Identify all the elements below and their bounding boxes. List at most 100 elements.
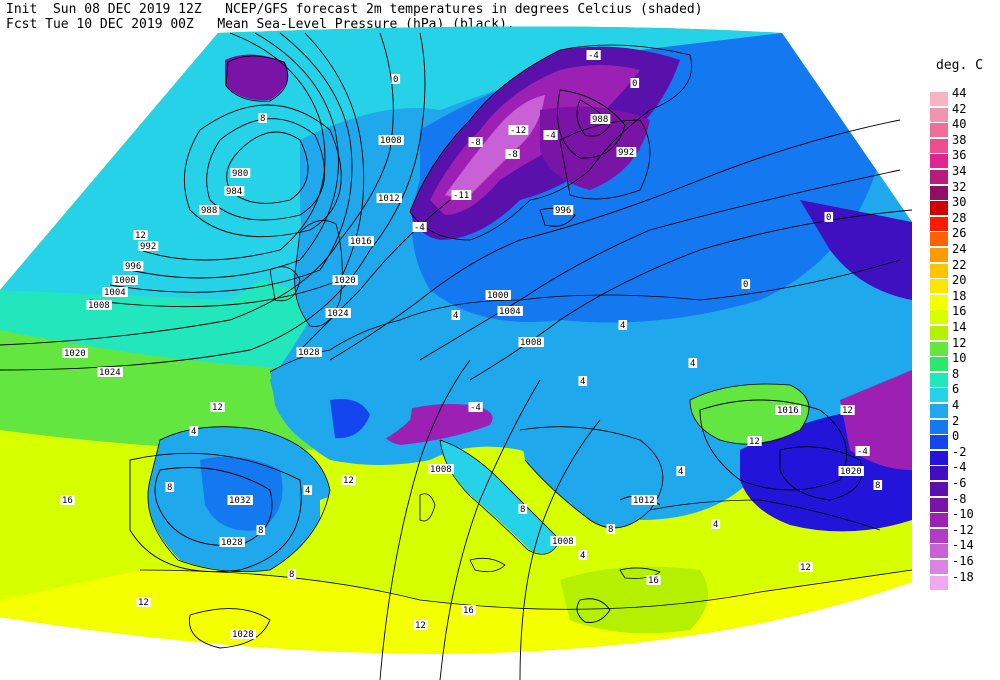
isobar-label: 992: [138, 241, 159, 252]
legend-swatch: [930, 357, 948, 372]
temperature-label: 4: [688, 358, 698, 369]
svg-text:1016: 1016: [777, 406, 799, 416]
svg-text:0: 0: [826, 213, 831, 223]
svg-text:1012: 1012: [633, 496, 655, 506]
temperature-label: 0: [824, 212, 834, 223]
svg-text:1004: 1004: [104, 288, 126, 298]
isobar-label: 1012: [631, 495, 657, 506]
legend-swatch: [930, 372, 948, 387]
svg-text:1032: 1032: [229, 496, 251, 506]
temperature-label: -4: [412, 222, 427, 233]
legend-level-label: -6: [952, 476, 967, 490]
legend-swatch: [930, 326, 948, 340]
legend-swatch: [930, 528, 948, 543]
legend-level-label: -8: [952, 491, 967, 506]
svg-text:1020: 1020: [334, 276, 356, 286]
svg-text:1024: 1024: [327, 309, 349, 319]
isobar-label: 1008: [518, 337, 544, 348]
temperature-label: 4: [189, 426, 199, 437]
temperature-label: 4: [711, 519, 721, 530]
temperature-label: 12: [747, 436, 762, 447]
isobar-label: 988: [590, 114, 611, 125]
legend-level-label: 0: [952, 429, 960, 444]
legend-swatch: [930, 575, 948, 590]
svg-text:1020: 1020: [64, 349, 86, 359]
legend-level-label: 12: [952, 335, 967, 350]
legend-unit: deg. C: [936, 58, 983, 73]
svg-text:992: 992: [618, 148, 634, 158]
svg-text:8: 8: [167, 483, 172, 493]
svg-text:-4: -4: [414, 223, 425, 233]
legend-swatch: [930, 279, 948, 294]
svg-text:-4: -4: [545, 131, 556, 141]
legend-level-label: 6: [952, 382, 960, 397]
isobar-label: 1008: [550, 536, 576, 547]
isobar-label: 1020: [838, 466, 864, 477]
legend-level-label: 38: [952, 132, 967, 147]
temperature-label: -11: [451, 190, 472, 201]
legend-level-label: 44: [952, 86, 967, 100]
temperature-label: 0: [741, 279, 751, 290]
svg-text:4: 4: [580, 551, 585, 561]
svg-text:12: 12: [135, 231, 146, 241]
temperature-label: 12: [136, 597, 151, 608]
svg-text:0: 0: [393, 75, 398, 85]
svg-text:1008: 1008: [552, 537, 574, 547]
isobar-label: 1028: [230, 629, 256, 640]
legend-level-label: 22: [952, 257, 967, 272]
legend-swatch: [930, 435, 948, 450]
svg-text:12: 12: [415, 621, 426, 631]
temperature-label: -12: [508, 125, 529, 136]
temperature-label: 8: [258, 113, 268, 124]
svg-text:988: 988: [201, 206, 217, 216]
isobar-label: 1004: [102, 287, 128, 298]
legend-level-label: 34: [952, 164, 967, 178]
isobar-label: 980: [230, 168, 251, 179]
isobar-label: 1024: [325, 308, 351, 319]
svg-text:996: 996: [125, 262, 141, 272]
svg-text:984: 984: [226, 187, 242, 197]
isobar-label: 1008: [378, 135, 404, 146]
legend-swatch: [930, 497, 948, 512]
temperature-label: 8: [165, 482, 175, 493]
svg-text:12: 12: [343, 476, 354, 486]
svg-text:980: 980: [232, 169, 248, 179]
svg-text:16: 16: [648, 576, 659, 586]
svg-text:16: 16: [62, 496, 73, 506]
temperature-label: 4: [618, 320, 628, 331]
temperature-label: 4: [303, 485, 313, 496]
legend-level-label: -10: [952, 507, 974, 522]
isobar-label: 996: [553, 205, 574, 216]
svg-text:1012: 1012: [378, 194, 400, 204]
svg-text:1020: 1020: [840, 467, 862, 477]
legend-swatch: [930, 107, 948, 122]
legend-level-label: -18: [952, 569, 974, 584]
isobar-label: 1008: [428, 464, 454, 475]
legend-level-label: 36: [952, 148, 967, 163]
legend-swatch: [930, 216, 948, 231]
svg-text:8: 8: [608, 525, 613, 535]
legend-swatch: [930, 310, 948, 325]
temperature-label: -8: [505, 149, 520, 160]
svg-text:1028: 1028: [221, 538, 243, 548]
temperature-label: 4: [451, 310, 461, 321]
temperature-label: -8: [468, 137, 483, 148]
temperature-label: 12: [840, 405, 855, 416]
legend-swatch: [930, 513, 948, 528]
legend-level-label: 32: [952, 179, 967, 194]
svg-text:8: 8: [260, 114, 265, 124]
svg-text:1008: 1008: [430, 465, 452, 475]
legend-swatch: [930, 92, 948, 106]
temperature-label: -4: [468, 402, 483, 413]
legend-swatch: [930, 201, 948, 216]
header-line-init: Init Sun 08 DEC 2019 12Z NCEP/GFS foreca…: [6, 2, 703, 17]
temperature-label: 12: [133, 230, 148, 241]
temperature-label: 12: [413, 620, 428, 631]
isobar-label: 1012: [376, 193, 402, 204]
legend-level-label: -4: [952, 460, 967, 475]
temperature-label: 8: [606, 524, 616, 535]
legend-level-label: 16: [952, 304, 967, 319]
temperature-label: 12: [341, 475, 356, 486]
svg-text:4: 4: [453, 311, 458, 321]
